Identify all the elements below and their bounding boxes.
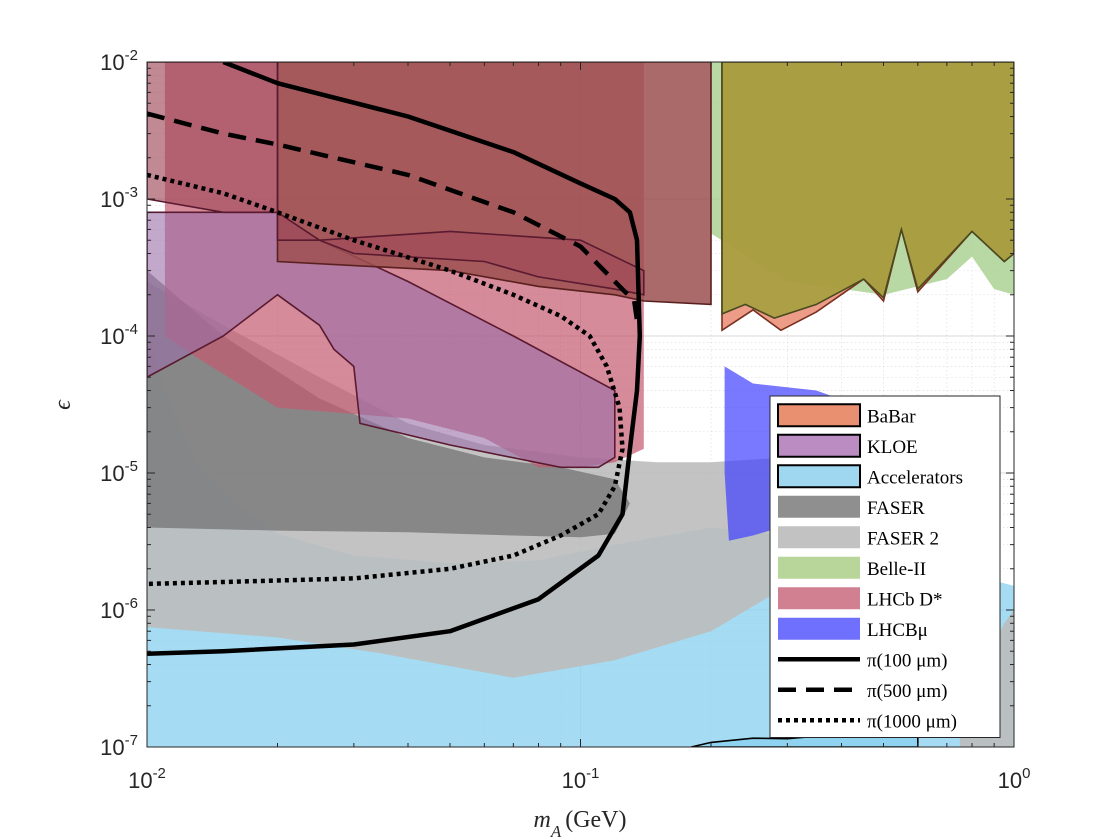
legend: BaBar KLOE Accelerators FASER FASER 2 Belle-I… (769, 395, 1001, 738)
region-kloe (147, 211, 616, 469)
legend-swatch (778, 587, 860, 610)
curve-dotted (147, 172, 625, 587)
legend-label: π(100 μm) (867, 650, 947, 671)
axis-ticks: 10-2 10-1 100 10-7 10-6 10-5 10-4 10-3 10-2 (100, 47, 1030, 793)
y-tick-label: 10-7 (100, 732, 138, 760)
sensitivity-curves (147, 62, 643, 656)
x-tick-label: 100 (998, 765, 1031, 793)
legend-swatch (777, 464, 861, 489)
region-faser (147, 270, 630, 538)
y-tick-label: 10-2 (100, 47, 138, 75)
y-tick-label: 10-6 (100, 595, 138, 623)
legend-label: LHCBμ (867, 620, 928, 641)
legend-label: KLOE (867, 437, 918, 458)
legend-label: π(1000 μm) (867, 711, 957, 732)
y-tick-label: 10-3 (100, 184, 138, 212)
legend-swatch (778, 556, 860, 579)
legend-label: π(500 μm) (867, 681, 947, 702)
legend-label: BaBar (867, 406, 916, 427)
legend-swatch (777, 403, 861, 428)
legend-label: FASER (867, 498, 925, 519)
legend-swatch (778, 495, 860, 518)
legend-swatch (778, 617, 860, 640)
region-belle-ii-overlay (721, 62, 1014, 319)
legend-label: Accelerators (867, 467, 963, 488)
legend-label: FASER 2 (867, 528, 939, 549)
y-axis-label: ϵ (50, 399, 76, 410)
x-tick-label: 10-1 (562, 765, 600, 793)
legend-label: Belle-II (867, 559, 926, 580)
legend-swatch (777, 433, 861, 458)
x-tick-label: 10-2 (128, 765, 166, 793)
legend-swatch (778, 526, 860, 549)
y-tick-label: 10-5 (100, 458, 138, 486)
x-axis-label: mA (GeV) (533, 807, 626, 840)
curve-solid (147, 62, 643, 656)
legend-label: LHCb D* (867, 589, 942, 610)
region-babar-low (147, 62, 645, 296)
curve-dashed (147, 111, 640, 321)
y-tick-label: 10-4 (100, 321, 138, 349)
